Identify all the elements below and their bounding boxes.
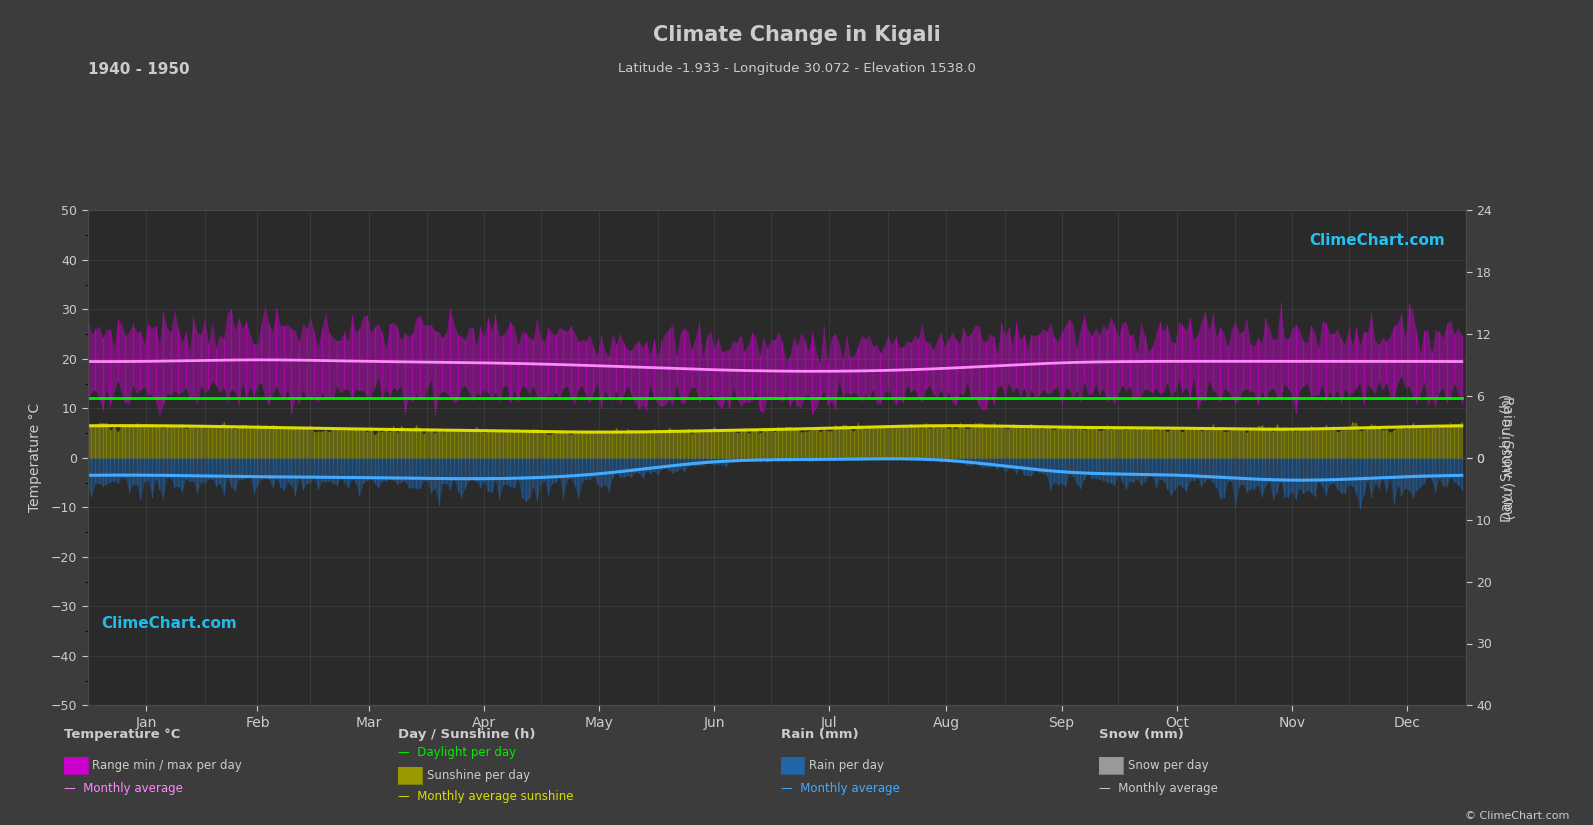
Text: Sunshine per day: Sunshine per day xyxy=(427,769,530,782)
Text: —  Daylight per day: — Daylight per day xyxy=(398,746,516,759)
Text: Latitude -1.933 - Longitude 30.072 - Elevation 1538.0: Latitude -1.933 - Longitude 30.072 - Ele… xyxy=(618,62,975,75)
Text: 1940 - 1950: 1940 - 1950 xyxy=(88,62,190,77)
Text: ClimeChart.com: ClimeChart.com xyxy=(1309,233,1445,248)
Text: —  Monthly average sunshine: — Monthly average sunshine xyxy=(398,790,573,804)
Y-axis label: Rain / Snow (mm): Rain / Snow (mm) xyxy=(1501,396,1515,520)
Text: © ClimeChart.com: © ClimeChart.com xyxy=(1464,811,1569,821)
Text: Range min / max per day: Range min / max per day xyxy=(92,759,242,772)
Text: Rain per day: Rain per day xyxy=(809,759,884,772)
Text: Snow (mm): Snow (mm) xyxy=(1099,728,1184,742)
Text: —  Monthly average: — Monthly average xyxy=(64,782,183,795)
Text: ClimeChart.com: ClimeChart.com xyxy=(102,616,237,631)
Text: Climate Change in Kigali: Climate Change in Kigali xyxy=(653,25,940,45)
Y-axis label: Day / Sunshine (h): Day / Sunshine (h) xyxy=(1501,394,1515,522)
Text: Rain (mm): Rain (mm) xyxy=(781,728,859,742)
Text: Snow per day: Snow per day xyxy=(1128,759,1209,772)
Text: —  Monthly average: — Monthly average xyxy=(781,782,900,795)
Text: Temperature °C: Temperature °C xyxy=(64,728,180,742)
Text: —  Monthly average: — Monthly average xyxy=(1099,782,1219,795)
Y-axis label: Temperature °C: Temperature °C xyxy=(29,403,43,512)
Text: Day / Sunshine (h): Day / Sunshine (h) xyxy=(398,728,535,742)
